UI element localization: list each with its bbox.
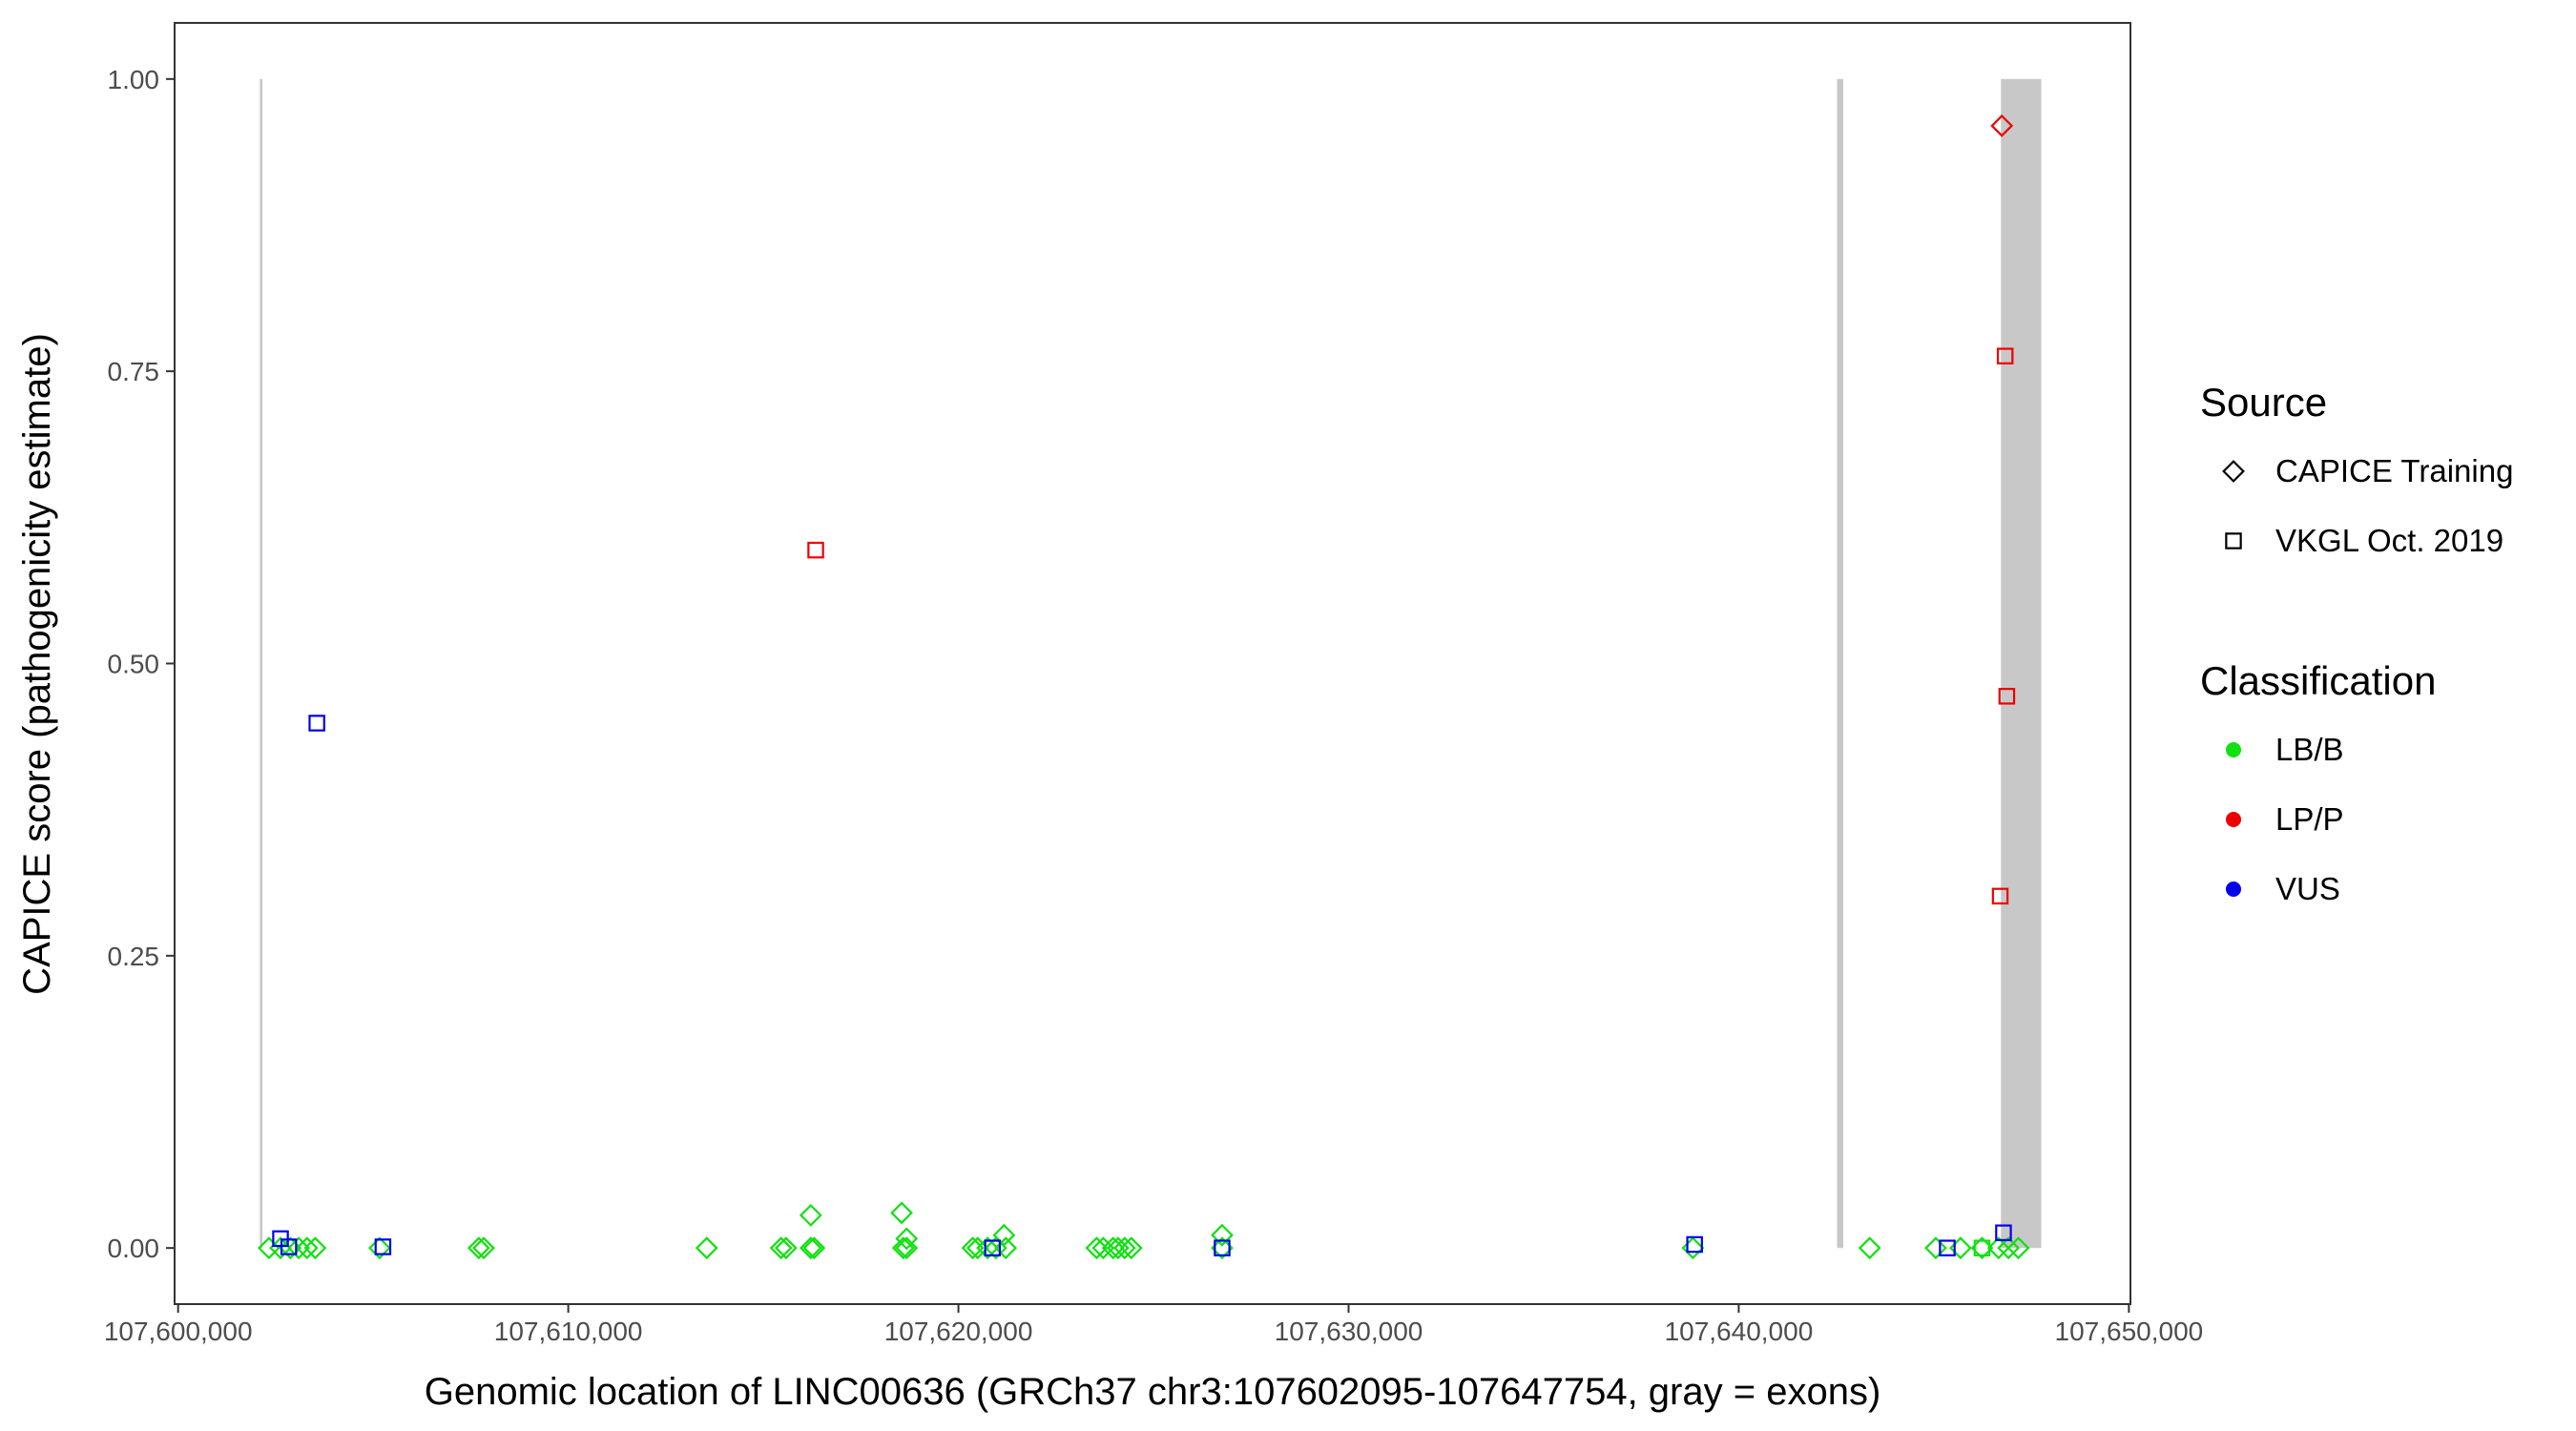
- x-tick-label: 107,610,000: [494, 1317, 643, 1346]
- legend-label: CAPICE Training: [2275, 453, 2513, 488]
- legend-label: LP/P: [2275, 801, 2344, 837]
- legend-symbol: [2225, 532, 2242, 550]
- x-tick-label: 107,620,000: [884, 1317, 1033, 1346]
- point: [1085, 1236, 1109, 1260]
- point: [1101, 1236, 1125, 1260]
- point: [472, 1236, 495, 1260]
- point: [374, 1238, 392, 1255]
- point: [802, 1236, 826, 1260]
- plot-background: [175, 23, 2130, 1304]
- point: [303, 1236, 327, 1260]
- point: [1858, 1236, 1881, 1260]
- legend-symbol: [2226, 742, 2241, 757]
- point: [258, 1236, 280, 1260]
- point: [1998, 688, 2016, 705]
- point: [1991, 887, 2009, 905]
- point: [1211, 1223, 1234, 1247]
- x-axis-title: Genomic location of LINC00636 (GRCh37 ch…: [425, 1371, 1881, 1413]
- x-tick-label: 107,600,000: [104, 1317, 253, 1346]
- exon: [1837, 78, 1844, 1249]
- point: [1996, 347, 2014, 364]
- y-tick-label: 0.50: [108, 650, 160, 679]
- axes: 107,600,000 107,610,000 107,620,000 107,630…: [104, 65, 2203, 1346]
- point: [807, 541, 824, 559]
- point: [467, 1236, 490, 1260]
- exon-layer: [260, 78, 2042, 1249]
- legend-symbol: [2226, 812, 2241, 827]
- y-tick-label: 1.00: [108, 65, 160, 94]
- point: [280, 1238, 298, 1255]
- point: [1112, 1236, 1136, 1260]
- y-tick-label: 0.25: [108, 942, 160, 971]
- point: [1939, 1239, 1956, 1256]
- point: [895, 1227, 919, 1251]
- exon: [2001, 78, 2042, 1249]
- point: [1924, 1236, 1947, 1260]
- point: [1686, 1235, 1703, 1254]
- point: [1990, 114, 2014, 137]
- legend: Source CAPICE Training VKGL Oct. 2019 Class…: [2200, 380, 2513, 906]
- x-tick-label: 107,630,000: [1275, 1317, 1423, 1346]
- point: [295, 1236, 319, 1260]
- point-layer: [258, 114, 2030, 1260]
- point: [2006, 1236, 2030, 1260]
- point: [769, 1236, 793, 1260]
- legend-title: Source: [2200, 380, 2327, 425]
- point: [1973, 1239, 1991, 1256]
- point: [890, 1201, 913, 1225]
- point: [308, 715, 325, 732]
- point: [984, 1239, 1002, 1256]
- point: [799, 1236, 822, 1260]
- point: [695, 1236, 718, 1260]
- exon: [260, 78, 263, 1249]
- point: [799, 1203, 822, 1227]
- point: [1091, 1236, 1115, 1260]
- x-tick-label: 107,650,000: [2055, 1317, 2204, 1346]
- legend-symbol: [2226, 881, 2241, 897]
- legend-label: LB/B: [2275, 732, 2344, 767]
- point: [287, 1236, 310, 1260]
- y-tick-label: 0.00: [108, 1234, 160, 1263]
- legend-label: VKGL Oct. 2019: [2275, 523, 2503, 558]
- point: [1214, 1239, 1231, 1256]
- point: [1995, 1224, 2012, 1242]
- legend-symbol: [2222, 460, 2245, 483]
- point: [961, 1236, 985, 1260]
- point: [367, 1236, 391, 1260]
- point: [1997, 1236, 2021, 1260]
- point: [774, 1236, 798, 1260]
- point: [1986, 1236, 2010, 1260]
- legend-label: VUS: [2275, 871, 2340, 906]
- point: [976, 1236, 1000, 1260]
- y-tick-label: 0.75: [108, 357, 160, 386]
- x-tick-label: 107,640,000: [1665, 1317, 1814, 1346]
- legend-title: Classification: [2200, 658, 2436, 703]
- point: [1119, 1236, 1143, 1260]
- point: [992, 1223, 1016, 1247]
- y-axis-title: CAPICE score (pathogenicity estimate): [16, 333, 58, 995]
- point: [895, 1236, 919, 1260]
